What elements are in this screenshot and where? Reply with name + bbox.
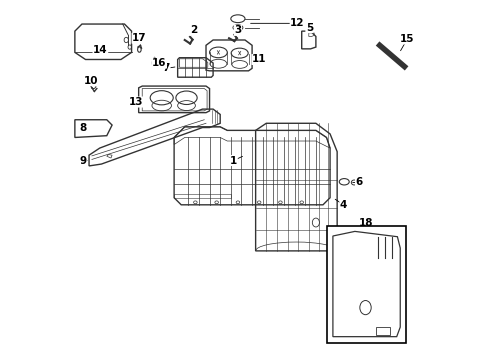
Text: 13: 13 <box>128 97 143 107</box>
Text: 16: 16 <box>152 58 167 68</box>
Text: 18: 18 <box>359 218 373 228</box>
Text: 8: 8 <box>79 122 86 132</box>
FancyBboxPatch shape <box>376 328 390 335</box>
Text: 15: 15 <box>400 34 415 44</box>
Text: 1: 1 <box>230 156 237 166</box>
Text: 5: 5 <box>306 23 313 33</box>
Text: 4: 4 <box>340 200 347 210</box>
Text: 7: 7 <box>163 63 170 73</box>
Text: 6: 6 <box>356 177 363 188</box>
Text: 9: 9 <box>80 156 87 166</box>
Text: 2: 2 <box>190 26 197 35</box>
Text: 14: 14 <box>93 45 108 55</box>
Text: 10: 10 <box>84 76 98 86</box>
Text: 12: 12 <box>290 18 305 28</box>
Text: 3: 3 <box>234 26 242 35</box>
Text: 11: 11 <box>252 54 267 64</box>
FancyBboxPatch shape <box>326 226 406 343</box>
Text: 17: 17 <box>132 33 147 43</box>
